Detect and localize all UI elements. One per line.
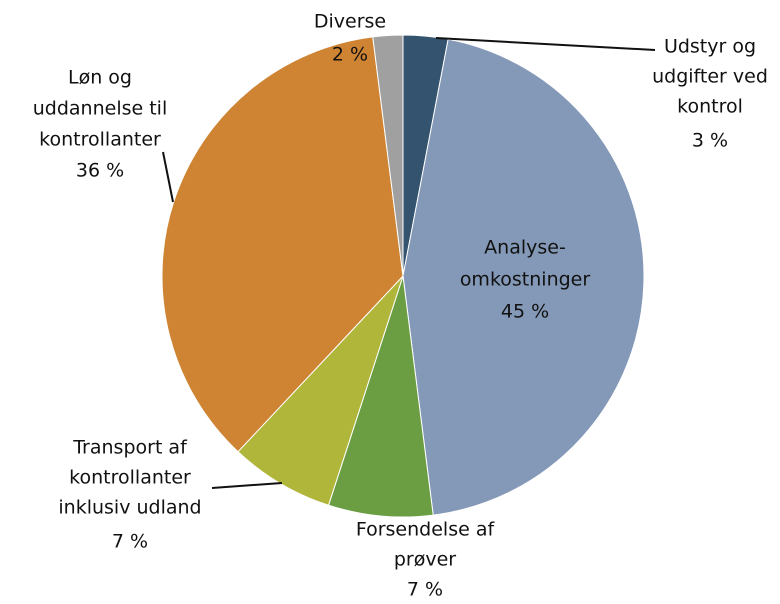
pie-slice [402,38,645,516]
category-label: Diverse [314,11,386,33]
value-label: 3 % [692,130,728,152]
value-label: 45 % [501,301,549,323]
value-label: 2 % [332,44,368,66]
category-label: omkostninger [460,269,591,291]
category-label: kontrol [677,96,743,118]
category-label: Transport af [72,437,188,459]
category-label: Løn og [68,67,132,89]
leader-line [162,151,174,203]
category-label: Udstyr og [664,36,756,58]
category-label: Forsendelse af [356,519,496,541]
pie-slice [372,34,404,277]
labels: Udstyr og udgifter ved kontrol 3 % Analyse-o… [33,11,768,601]
category-label: uddannelse til [33,98,168,120]
value-label: 7 % [112,531,148,553]
category-label: kontrollanter [39,129,161,151]
category-label: Analyse- [484,237,566,259]
category-label: udgifter ved [652,66,768,88]
value-label: 36 % [76,160,124,182]
leader-line [435,37,656,51]
category-label: inklusiv udland [58,497,201,519]
category-label: prøver [394,549,456,571]
category-label: kontrollanter [69,467,191,489]
slices [161,34,645,518]
leader-line [211,482,283,489]
value-label: 7 % [407,579,443,601]
pie-slice [327,275,434,518]
